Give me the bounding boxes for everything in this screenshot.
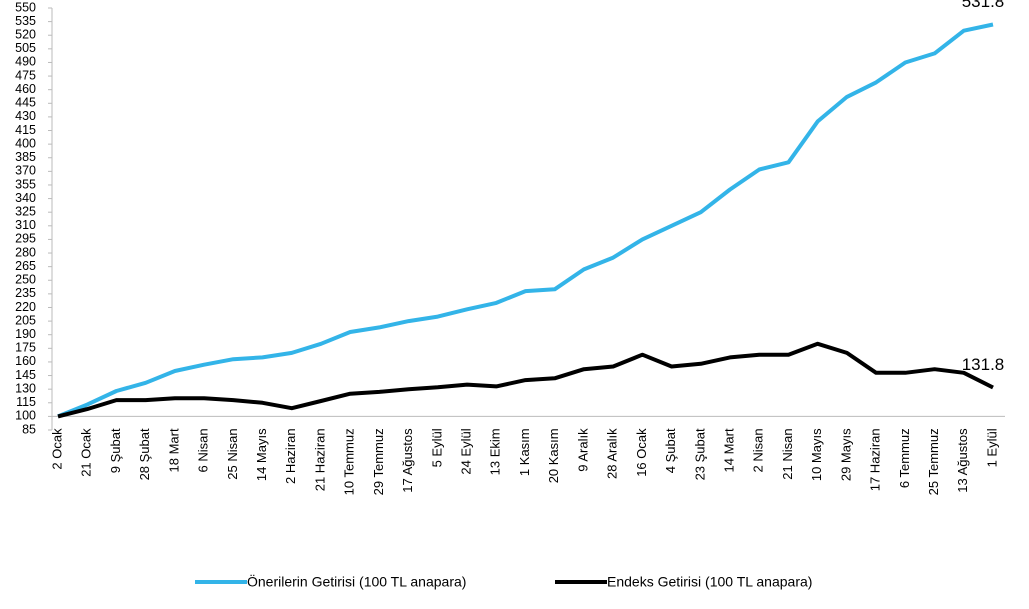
y-tick-label: 370 <box>15 164 36 178</box>
y-tick-label: 220 <box>15 300 36 314</box>
x-tick-label: 17 Ağustos <box>400 428 415 493</box>
x-tick-label: 29 Mayıs <box>838 428 853 481</box>
x-tick-label: 28 Şubat <box>137 428 152 480</box>
y-tick-label: 415 <box>15 123 36 137</box>
x-tick-label: 13 Ağustos <box>955 428 970 493</box>
x-tick-label: 2 Haziran <box>283 428 298 484</box>
x-tick-label: 23 Şubat <box>692 428 707 480</box>
y-tick-label: 490 <box>15 55 36 69</box>
x-tick-label: 29 Temmuz <box>371 428 386 495</box>
x-tick-label: 24 Eylül <box>459 428 474 474</box>
x-tick-label: 9 Aralık <box>575 428 590 472</box>
x-tick-label: 5 Eylül <box>429 428 444 467</box>
y-tick-label: 355 <box>15 177 36 191</box>
y-tick-label: 460 <box>15 82 36 96</box>
y-tick-label: 85 <box>22 422 36 436</box>
x-tick-label: 20 Kasım <box>546 428 561 483</box>
x-tick-label: 17 Haziran <box>868 428 883 491</box>
y-tick-label: 130 <box>15 381 36 395</box>
y-tick-label: 160 <box>15 354 36 368</box>
x-tick-label: 6 Temmuz <box>897 428 912 488</box>
x-tick-label: 6 Nisan <box>196 428 211 472</box>
end-label: 531.8 <box>962 0 1005 11</box>
y-tick-label: 535 <box>15 14 36 28</box>
y-tick-label: 265 <box>15 259 36 273</box>
x-tick-label: 2 Ocak <box>49 428 64 470</box>
x-tick-label: 4 Şubat <box>663 428 678 473</box>
x-tick-label: 9 Şubat <box>108 428 123 473</box>
y-tick-label: 235 <box>15 286 36 300</box>
y-tick-label: 100 <box>15 409 36 423</box>
y-tick-label: 175 <box>15 341 36 355</box>
x-tick-label: 21 Nisan <box>780 428 795 479</box>
series-line <box>57 341 994 419</box>
y-tick-label: 250 <box>15 273 36 287</box>
legend-label: Önerilerin Getirisi (100 TL anapara) <box>247 573 466 590</box>
x-tick-label: 16 Ocak <box>634 428 649 477</box>
x-tick-label: 14 Mart <box>721 428 736 472</box>
y-tick-label: 340 <box>15 191 36 205</box>
x-tick-label: 21 Haziran <box>312 428 327 491</box>
y-tick-label: 325 <box>15 204 36 218</box>
x-tick-label: 25 Nisan <box>225 428 240 479</box>
y-tick-label: 280 <box>15 245 36 259</box>
y-tick-label: 295 <box>15 232 36 246</box>
x-tick-label: 18 Mart <box>166 428 181 472</box>
x-tick-label: 25 Temmuz <box>926 428 941 495</box>
x-tick-label: 13 Ekim <box>488 428 503 475</box>
y-tick-label: 310 <box>15 218 36 232</box>
y-tick-label: 205 <box>15 313 36 327</box>
x-tick-label: 2 Nisan <box>751 428 766 472</box>
end-label: 131.8 <box>962 355 1005 374</box>
y-tick-label: 385 <box>15 150 36 164</box>
x-tick-label: 10 Mayıs <box>809 428 824 481</box>
legend-label: Endeks Getirisi (100 TL anapara) <box>607 574 812 590</box>
y-tick-label: 475 <box>15 68 36 82</box>
y-tick-label: 550 <box>15 0 36 14</box>
series-line <box>57 22 994 419</box>
y-tick-label: 445 <box>15 96 36 110</box>
y-tick-label: 520 <box>15 28 36 42</box>
x-tick-label: 1 Kasım <box>517 428 532 476</box>
y-tick-label: 400 <box>15 136 36 150</box>
x-tick-label: 21 Ocak <box>79 428 94 477</box>
x-tick-label: 1 Eylül <box>984 428 999 467</box>
x-tick-label: 28 Aralık <box>605 428 620 479</box>
y-tick-label: 505 <box>15 41 36 55</box>
x-tick-label: 14 Mayıs <box>254 428 269 481</box>
y-tick-label: 430 <box>15 109 36 123</box>
x-tick-label: 10 Temmuz <box>342 428 357 495</box>
y-tick-label: 190 <box>15 327 36 341</box>
y-tick-label: 115 <box>16 395 36 409</box>
y-tick-label: 145 <box>15 368 36 382</box>
